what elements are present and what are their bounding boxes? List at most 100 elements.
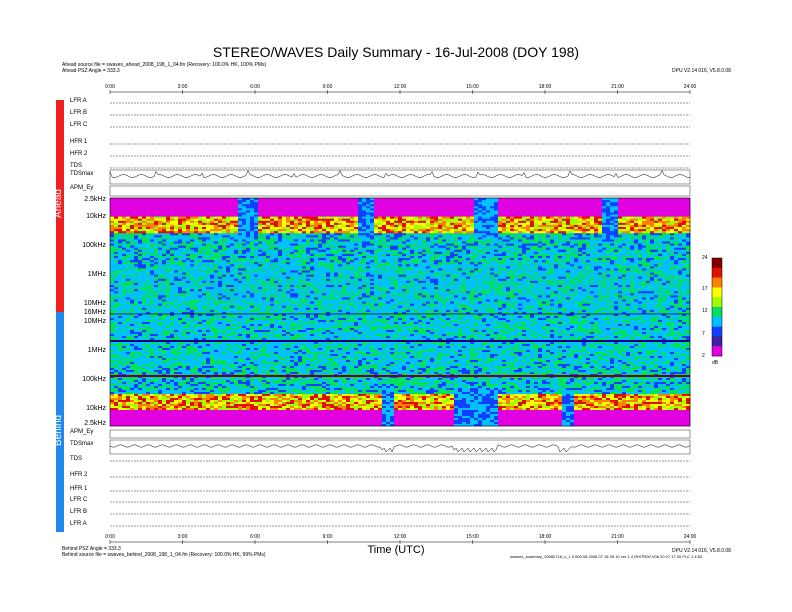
spectrogram-cell [190, 235, 195, 238]
spectrogram-cell [502, 260, 507, 263]
spectrogram-cell [566, 204, 571, 207]
spectrogram-cell [146, 247, 151, 251]
spectrogram-cell [562, 260, 567, 263]
spectrogram-cell [338, 220, 343, 224]
spectrogram-cell [414, 247, 419, 251]
spectrogram-cell [582, 245, 587, 249]
spectrogram-cell [166, 222, 171, 226]
spectrogram-cell [410, 227, 415, 230]
spectrogram-cell [642, 258, 647, 261]
spectrogram-cell [198, 222, 203, 226]
spectrogram-cell [458, 210, 463, 213]
spectrogram-cell [242, 204, 247, 207]
spectrogram-cell [602, 243, 607, 246]
spectrogram-cell [470, 258, 475, 261]
spectrogram-cell [318, 222, 323, 226]
spectrogram-cell [142, 224, 147, 228]
spectrogram-cell [198, 227, 203, 230]
spectrogram-cell [406, 204, 411, 207]
spectrogram-cell [434, 249, 439, 253]
spectrogram-cell [414, 249, 419, 253]
spectrogram-cell [458, 258, 463, 261]
spectrogram-cell [322, 258, 327, 261]
spectrogram-cell [578, 229, 583, 232]
spectrogram-cell [666, 210, 671, 213]
spectrogram-cell [330, 214, 335, 217]
spectrogram-cell [562, 264, 567, 267]
spectrogram-cell [178, 218, 183, 222]
spectrogram-cell [222, 249, 227, 253]
spectrogram-cell [290, 235, 295, 238]
spectrogram-cell [122, 200, 127, 203]
spectrogram-cell [450, 212, 455, 215]
spectrogram-cell [278, 231, 283, 234]
spectrogram-cell [294, 214, 299, 217]
spectrogram-cell [214, 229, 219, 232]
spectrogram-cell [446, 256, 451, 259]
spectrogram-cell [486, 229, 491, 232]
spectrogram-cell [446, 253, 451, 257]
spectrogram-cell [110, 204, 115, 207]
spectrogram-cell [318, 198, 323, 201]
spectrogram-cell [606, 239, 611, 242]
spectrogram-cell [534, 260, 539, 263]
spectrogram-cell [322, 243, 327, 246]
spectrogram-cell [226, 266, 231, 269]
spectrogram-cell [686, 243, 691, 246]
spectrogram-cell [562, 206, 567, 209]
spectrogram-cell [462, 249, 467, 253]
spectrogram-cell [406, 249, 411, 253]
spectrogram-cell [522, 266, 527, 269]
spectrogram-cell [146, 202, 151, 205]
spectrogram-cell [198, 253, 203, 257]
spectrogram-cell [590, 258, 595, 261]
spectrogram-cell [330, 208, 335, 211]
spectrogram-cell [158, 249, 163, 253]
spectrogram-cell [570, 243, 575, 246]
spectrogram-cell [326, 256, 331, 259]
spectrogram-cell [242, 241, 247, 244]
spectrogram-cell [126, 231, 131, 234]
spectrogram-cell [682, 218, 687, 222]
spectrogram-cell [426, 247, 431, 251]
spectrogram-cell [638, 210, 643, 213]
spectrogram-cell [650, 216, 655, 220]
spectrogram-cell [362, 220, 367, 224]
spectrogram-cell [126, 212, 131, 215]
spectrogram-cell [154, 208, 159, 211]
spectrogram-cell [210, 208, 215, 211]
spectrogram-cell [602, 253, 607, 257]
spectrogram-cell [222, 216, 227, 220]
spectrogram-cell [218, 222, 223, 226]
spectrogram-cell [338, 235, 343, 238]
spectrogram-cell [270, 247, 275, 251]
spectrogram-cell [562, 229, 567, 232]
spectrogram-cell [670, 212, 675, 215]
spectrogram-cell [478, 216, 483, 220]
spectrogram-cell [590, 220, 595, 224]
spectrogram-cell [686, 260, 691, 263]
spectrogram-cell [182, 214, 187, 217]
spectrogram-cell [622, 212, 627, 215]
spectrogram-cell [322, 214, 327, 217]
spectrogram-cell [342, 229, 347, 232]
spectrogram-cell [466, 266, 471, 269]
spectrogram-cell [386, 251, 391, 255]
spectrogram-cell [326, 224, 331, 228]
spectrogram-cell [250, 258, 255, 261]
spectrogram-cell [546, 237, 551, 240]
spectrogram-cell [530, 227, 535, 230]
spectrogram-cell [254, 214, 259, 217]
spectrogram-cell [286, 245, 291, 249]
spectrogram-cell [430, 264, 435, 267]
spectrogram-cell [190, 264, 195, 267]
spectrogram-cell [170, 224, 175, 228]
spectrogram-cell [330, 229, 335, 232]
spectrogram-cell [398, 198, 403, 201]
spectrogram-cell [294, 204, 299, 207]
spectrogram-cell [402, 249, 407, 253]
spectrogram-cell [678, 210, 683, 213]
spectrogram-cell [502, 233, 507, 236]
spectrogram-cell [186, 264, 191, 267]
spectrogram-cell [602, 231, 607, 234]
